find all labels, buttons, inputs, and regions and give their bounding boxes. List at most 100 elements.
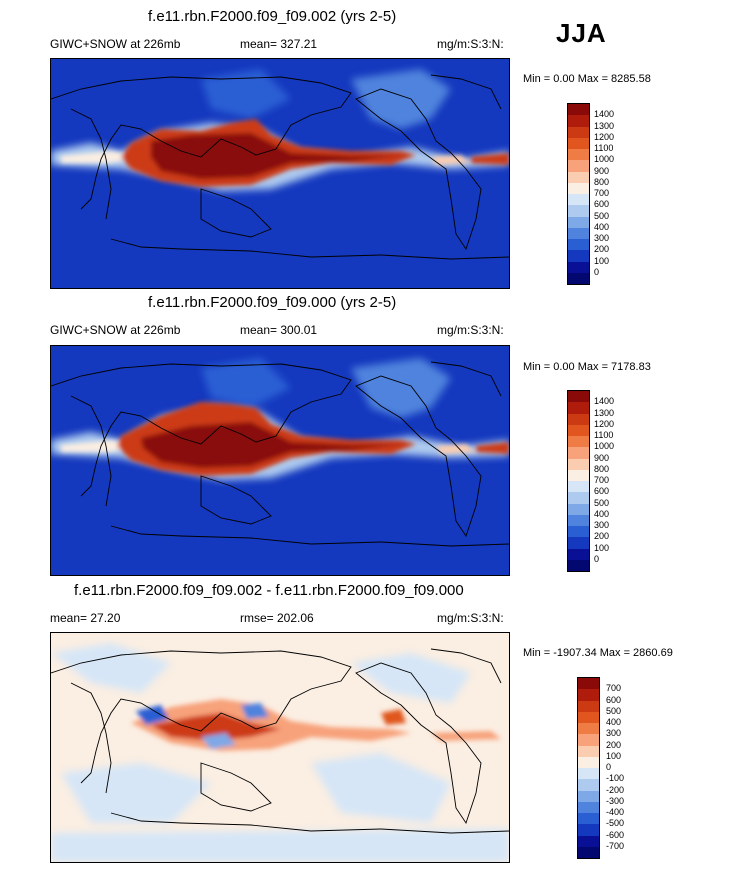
colorbar-label: 1100 — [594, 430, 614, 440]
panel-title: f.e11.rbn.F2000.f09_f09.000 (yrs 2-5) — [148, 294, 397, 311]
map-panel-reference — [50, 345, 510, 576]
colorbar-swatch — [568, 182, 589, 194]
map-panel-control — [50, 58, 510, 289]
panel-left-label: GIWC+SNOW at 226mb — [50, 323, 181, 337]
colorbar-label: 700 — [594, 475, 610, 485]
panel-title: f.e11.rbn.F2000.f09_f09.002 - f.e11.rbn.… — [74, 582, 464, 599]
colorbar-label: 500 — [594, 210, 610, 221]
colorbar-label: 800 — [594, 176, 610, 187]
colorbar-swatch — [568, 526, 589, 538]
panel-center-label: mean= 300.01 — [240, 323, 318, 337]
colorbar-label: 1100 — [594, 143, 614, 153]
colorbar-label: 300 — [606, 728, 622, 739]
colorbar-swatch — [578, 779, 599, 791]
colorbar-label: 400 — [594, 508, 610, 519]
colorbar-label: 800 — [594, 463, 610, 474]
colorbar-swatch — [578, 734, 599, 746]
colorbar-swatch — [568, 559, 589, 571]
panel-right-label: mg/m:S:3:N: — [437, 323, 504, 337]
field-map — [51, 59, 509, 288]
colorbar-swatch — [578, 678, 599, 690]
colorbar-swatch — [578, 790, 599, 802]
colorbar-swatch — [568, 537, 589, 549]
colorbar-label: -300 — [606, 795, 625, 806]
colorbar-swatches — [578, 678, 599, 858]
colorbar-label: 1400 — [594, 396, 615, 407]
colorbar-swatch — [568, 216, 589, 228]
colorbar-swatch — [578, 756, 599, 768]
panel-right-label: mg/m:S:3:N: — [437, 37, 504, 51]
colorbar-label: 1300 — [594, 120, 615, 131]
colorbar-swatch — [568, 104, 589, 116]
panel-left-label: mean= 27.20 — [50, 611, 121, 625]
colorbar-label: -200 — [606, 784, 625, 795]
colorbar-swatch — [578, 723, 599, 735]
field-map — [51, 633, 509, 862]
colorbar-swatches — [568, 104, 589, 284]
colorbar-swatch — [568, 227, 589, 239]
colorbar-label: 300 — [594, 233, 610, 243]
colorbar-swatch — [568, 436, 589, 448]
colorbar-swatch — [578, 835, 599, 847]
panel-center-label: rmse= 202.06 — [240, 611, 314, 625]
colorbar-label: -600 — [606, 829, 625, 840]
colorbar-swatch — [578, 768, 599, 780]
colorbar-reference — [567, 390, 590, 572]
colorbar-label: 100 — [594, 542, 610, 553]
colorbar-swatches — [568, 391, 589, 571]
coastlines — [51, 361, 509, 547]
colorbar-swatch — [578, 813, 599, 825]
panel-left-label: GIWC+SNOW at 226mb — [50, 37, 181, 51]
colorbar-label: 1000 — [594, 154, 615, 165]
colorbar-label: -400 — [606, 807, 625, 817]
colorbar-swatch — [578, 700, 599, 712]
colorbar-label: 900 — [594, 165, 610, 176]
colorbar-label: 500 — [594, 497, 610, 508]
colorbar-label: -500 — [606, 818, 625, 829]
colorbar-swatch — [568, 261, 589, 273]
coastlines — [51, 648, 509, 834]
colorbar-swatch — [568, 160, 589, 172]
panel-title: f.e11.rbn.F2000.f09_f09.002 (yrs 2-5) — [148, 8, 397, 25]
colorbar-swatch — [568, 272, 589, 284]
colorbar-swatch — [568, 171, 589, 183]
colorbar-label: 1200 — [594, 418, 615, 429]
colorbar-swatch — [568, 458, 589, 470]
colorbar-swatch — [568, 250, 589, 262]
colorbar-label: 200 — [594, 531, 610, 542]
colorbar-swatch — [568, 447, 589, 459]
colorbar-label: 0 — [594, 266, 600, 277]
colorbar-swatch — [568, 126, 589, 138]
colorbar-swatch — [568, 424, 589, 436]
coastlines — [51, 74, 509, 260]
panel-minmax: Min = -1907.34 Max = 2860.69 — [523, 647, 673, 659]
colorbar-label: 700 — [594, 188, 610, 198]
colorbar-label: 1000 — [594, 441, 615, 452]
colorbar-swatch — [568, 194, 589, 206]
colorbar-label: 400 — [594, 221, 610, 232]
colorbar-label: 400 — [606, 717, 622, 727]
colorbar-swatch — [578, 801, 599, 813]
colorbar-swatch — [568, 548, 589, 560]
colorbar-swatch — [568, 469, 589, 481]
colorbar-label: 200 — [594, 244, 610, 255]
colorbar-control — [567, 103, 590, 285]
season-label: JJA — [556, 18, 607, 48]
colorbar-label: 1300 — [594, 407, 615, 418]
colorbar-label: 0 — [594, 553, 600, 564]
colorbar-swatch — [568, 503, 589, 515]
colorbar-label: 700 — [606, 683, 622, 694]
colorbar-swatch — [568, 137, 589, 149]
colorbar-swatch — [568, 402, 589, 414]
panel-minmax: Min = 0.00 Max = 7178.83 — [523, 361, 651, 373]
colorbar-swatch — [568, 149, 589, 161]
colorbar-swatch — [568, 413, 589, 425]
colorbar-label: -700 — [606, 840, 625, 851]
panel-right-label: mg/m:S:3:N: — [437, 611, 504, 625]
colorbar-swatch — [568, 391, 589, 403]
panel-minmax: Min = 0.00 Max = 8285.58 — [523, 73, 651, 85]
colorbar-swatch — [568, 239, 589, 251]
colorbar-label: -100 — [606, 773, 625, 784]
colorbar-label: 600 — [606, 694, 622, 705]
colorbar-label: 100 — [594, 255, 610, 266]
